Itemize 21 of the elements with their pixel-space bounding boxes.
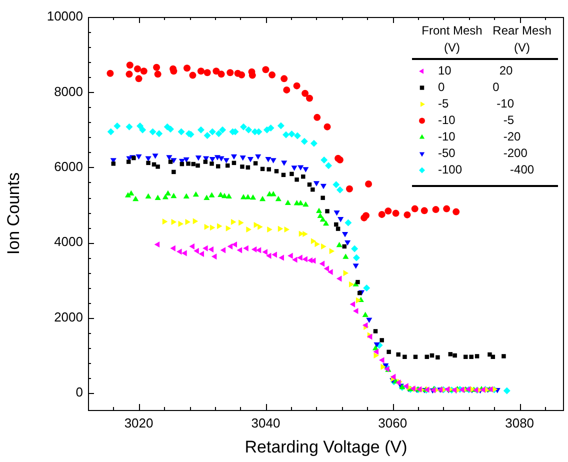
y-tick-label: 8000 <box>54 84 83 99</box>
legend-label: -5 -10 <box>438 96 514 111</box>
x-tick-label: 3060 <box>378 415 408 430</box>
legend-label: -10 -20 <box>438 130 522 144</box>
legend-label: -50 -200 <box>438 146 528 160</box>
y-tick-label: 0 <box>76 384 83 400</box>
y-axis-title: Ion Counts <box>4 172 23 255</box>
x-axis-title: Retarding Voltage (V) <box>244 437 408 456</box>
x-tick-label: 3020 <box>124 415 154 430</box>
legend-label: -10 -5 <box>438 113 514 128</box>
y-tick-label: 4000 <box>54 234 83 250</box>
x-tick-label: 3080 <box>505 415 534 430</box>
annotation: Rear Mesh (V) <box>492 23 552 54</box>
y-tick-label: 10000 <box>46 8 83 24</box>
legend-label: 0 0 <box>438 80 500 94</box>
y-tick-label: 6000 <box>54 159 83 174</box>
legend-label: -100 -400 <box>438 162 534 177</box>
legend-label: 10 20 <box>438 64 514 78</box>
y-tick-label: 2000 <box>54 309 83 324</box>
x-tick-label: 3040 <box>251 415 280 430</box>
annotation: Front Mesh (V) <box>422 23 482 54</box>
